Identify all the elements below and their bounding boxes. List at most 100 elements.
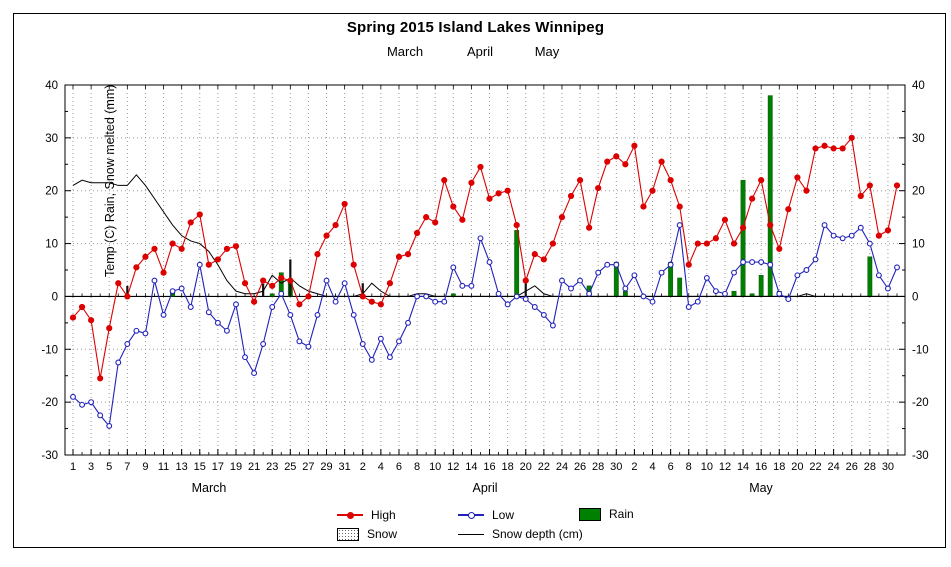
high-point bbox=[395, 253, 403, 260]
x-tick-label: 3 bbox=[88, 461, 94, 473]
high-point bbox=[359, 293, 366, 300]
low-point bbox=[423, 293, 430, 300]
high-point bbox=[386, 280, 394, 287]
high-point bbox=[875, 232, 882, 239]
y-tick-label-right: 30 bbox=[912, 133, 925, 145]
legend-item-snow: Snow bbox=[337, 526, 397, 542]
high-point bbox=[785, 206, 792, 213]
x-tick-label: 14 bbox=[465, 461, 477, 473]
x-tick-label: 25 bbox=[284, 461, 296, 473]
low-point bbox=[749, 259, 756, 266]
low-point bbox=[151, 277, 158, 284]
low-point bbox=[722, 290, 728, 297]
high-point bbox=[296, 301, 303, 308]
high-point bbox=[241, 280, 249, 287]
low-point bbox=[712, 288, 719, 295]
low-point bbox=[604, 261, 611, 268]
subtitle-month-march: March bbox=[386, 44, 424, 59]
high-point bbox=[133, 264, 140, 271]
outer-border-frame bbox=[13, 13, 946, 548]
low-point bbox=[559, 277, 565, 284]
high-point bbox=[767, 221, 774, 229]
snow-swatch-icon bbox=[337, 527, 359, 541]
high-point bbox=[323, 232, 330, 239]
high-point bbox=[413, 229, 421, 237]
high-point bbox=[223, 245, 231, 252]
x-tick-label: 22 bbox=[538, 461, 550, 473]
high-point bbox=[377, 301, 384, 308]
high-point bbox=[250, 298, 258, 305]
low-point bbox=[178, 285, 185, 292]
low-point bbox=[631, 272, 638, 279]
low-point bbox=[776, 290, 783, 297]
high-point bbox=[269, 282, 276, 289]
x-axis-month-may: May bbox=[749, 481, 773, 495]
y-tick-label-right: -10 bbox=[912, 344, 929, 356]
high-point bbox=[522, 277, 529, 284]
x-tick-label: 20 bbox=[520, 461, 532, 473]
low-point bbox=[205, 309, 212, 316]
low-point bbox=[495, 290, 502, 297]
low-point bbox=[667, 261, 674, 268]
x-tick-label: 10 bbox=[429, 461, 441, 473]
low-point bbox=[432, 298, 439, 305]
x-tick-label: 11 bbox=[158, 461, 169, 473]
low-point bbox=[785, 296, 792, 303]
high-point bbox=[712, 235, 720, 242]
low-point bbox=[658, 269, 665, 276]
high-point bbox=[305, 293, 312, 300]
low-point bbox=[803, 267, 810, 273]
low-point bbox=[88, 399, 95, 406]
high-point bbox=[106, 325, 113, 332]
x-tick-label: 8 bbox=[414, 461, 420, 473]
low-point bbox=[97, 412, 104, 419]
high-series-swatch-icon bbox=[337, 511, 363, 519]
high-point bbox=[205, 261, 212, 268]
high-point bbox=[513, 221, 520, 229]
low-point bbox=[468, 282, 475, 289]
snow-depth-line bbox=[72, 174, 897, 297]
x-tick-label: 8 bbox=[686, 461, 692, 473]
low-point bbox=[450, 264, 457, 271]
high-point bbox=[848, 134, 855, 141]
low-point bbox=[142, 330, 149, 337]
low-point bbox=[848, 232, 855, 239]
x-tick-label: 27 bbox=[302, 461, 314, 473]
high-point bbox=[730, 240, 738, 247]
high-point bbox=[812, 145, 819, 152]
x-tick-label: 29 bbox=[320, 461, 332, 473]
high-point bbox=[196, 211, 203, 218]
x-tick-label: 2 bbox=[360, 461, 366, 473]
subtitle-month-april: April bbox=[466, 44, 494, 59]
y-tick-label-right: 10 bbox=[912, 239, 925, 251]
high-point bbox=[893, 182, 901, 189]
legend-item-low: Low bbox=[458, 507, 514, 523]
high-point bbox=[567, 192, 575, 200]
low-point bbox=[586, 290, 593, 297]
high-point bbox=[685, 261, 692, 268]
high-point bbox=[758, 177, 765, 184]
high-point bbox=[151, 245, 158, 252]
high-point bbox=[368, 298, 375, 305]
high-point bbox=[232, 243, 240, 250]
low-series bbox=[70, 222, 900, 429]
rain-bar bbox=[758, 275, 764, 297]
low-point bbox=[441, 298, 448, 305]
high-point bbox=[595, 184, 602, 192]
low-point bbox=[305, 343, 312, 350]
low-point bbox=[740, 259, 747, 266]
legend-label-high: High bbox=[371, 508, 396, 522]
high-point bbox=[866, 182, 873, 189]
low-point bbox=[242, 354, 248, 361]
high-point bbox=[350, 261, 357, 268]
low-point bbox=[106, 422, 113, 429]
high-point bbox=[178, 245, 185, 252]
legend-label-snow-depth: Snow depth (cm) bbox=[492, 527, 583, 541]
high-point bbox=[495, 190, 502, 197]
subtitle-month-may: May bbox=[534, 44, 560, 59]
high-point bbox=[549, 240, 557, 247]
y-tick-label-left: 20 bbox=[45, 186, 58, 198]
high-point bbox=[432, 219, 439, 226]
low-point bbox=[894, 264, 900, 271]
